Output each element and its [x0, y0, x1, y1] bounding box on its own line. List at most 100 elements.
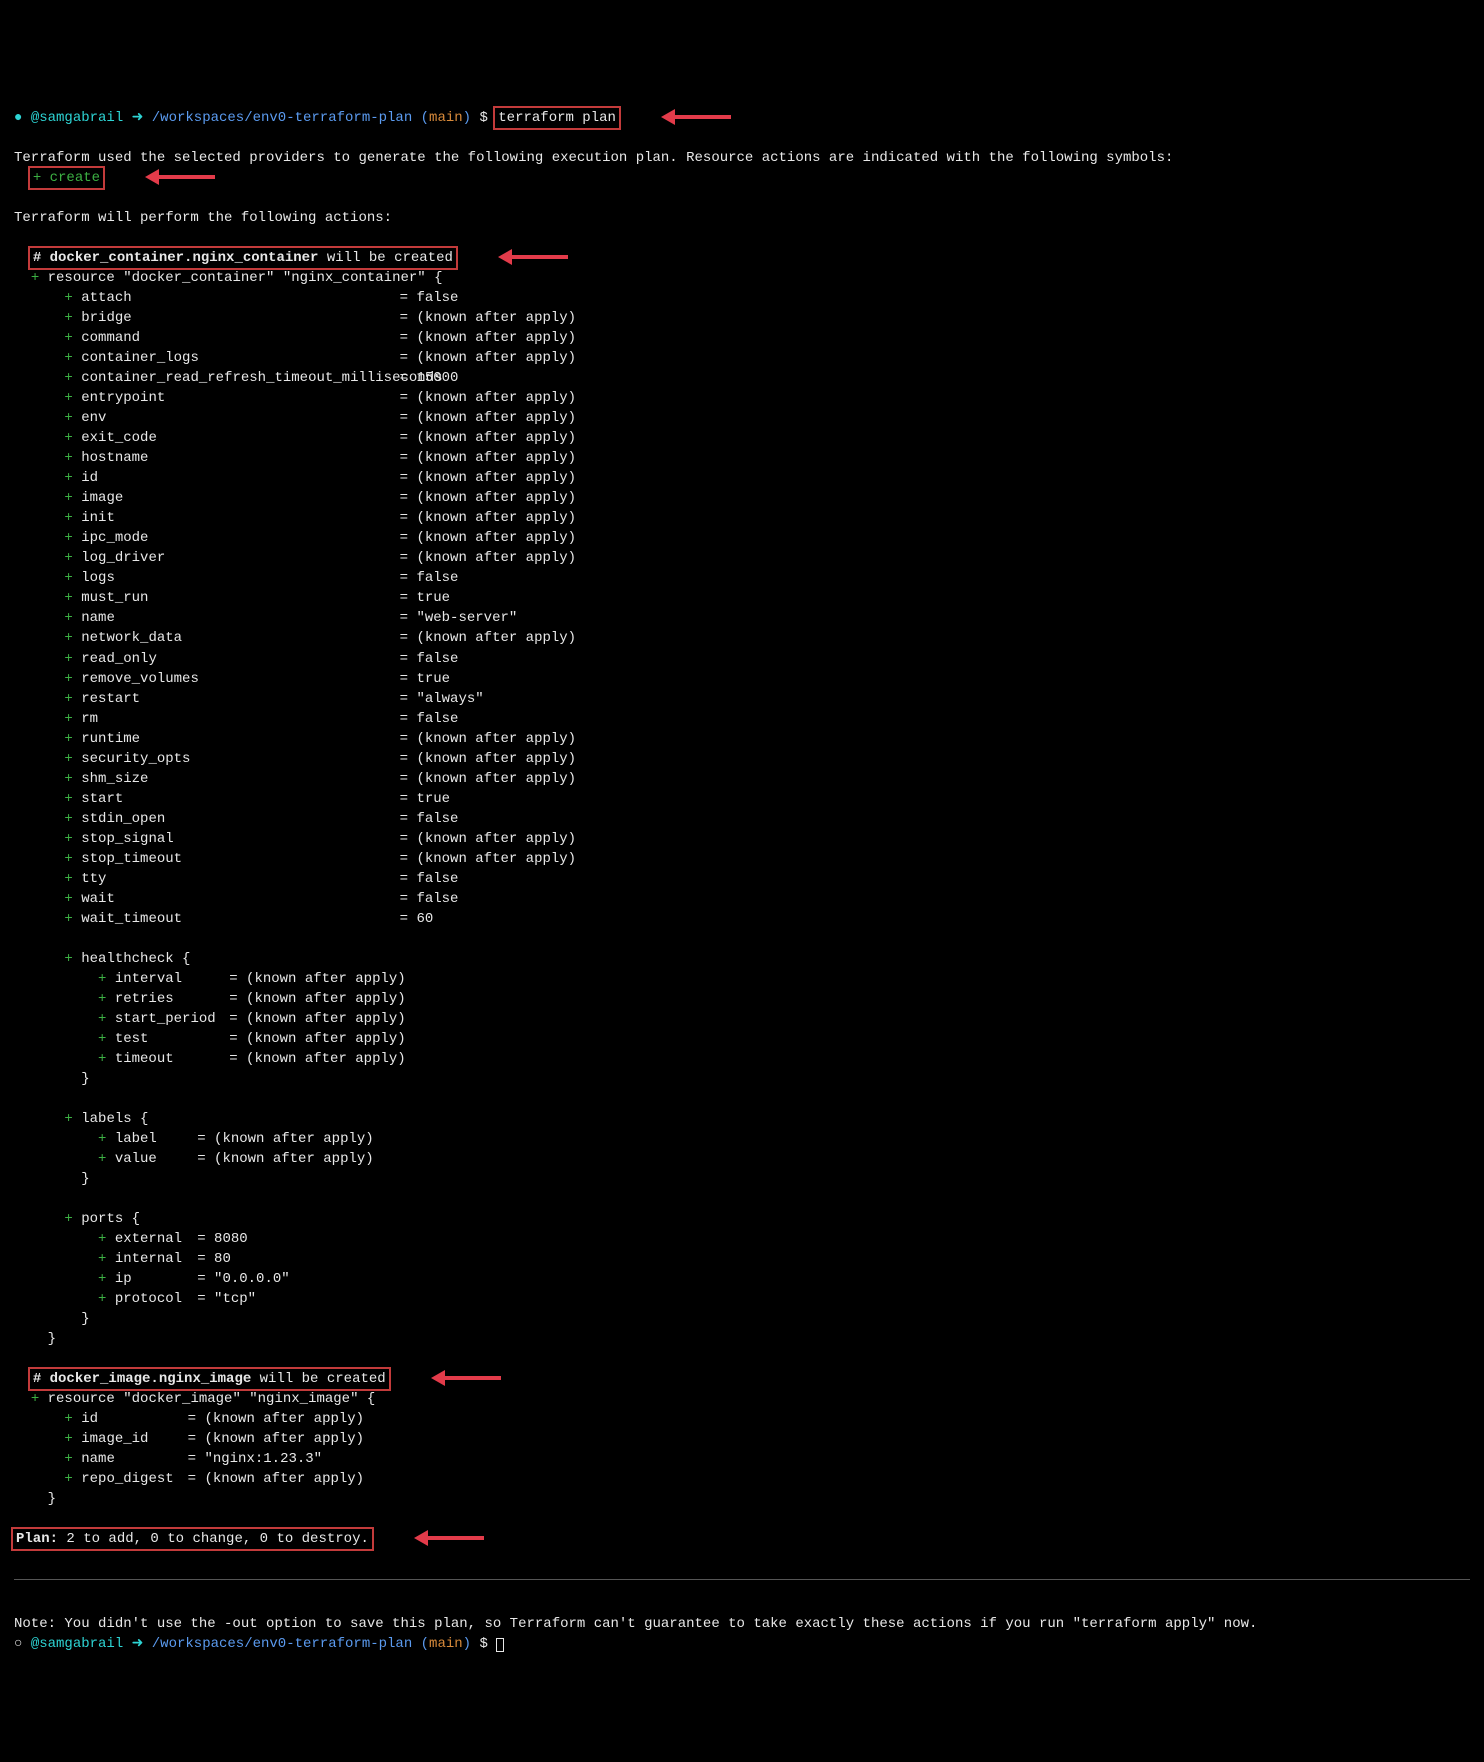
close-brace: }	[81, 1171, 89, 1187]
attr-row: + shm_size = (known after apply)	[14, 769, 1470, 789]
plus-icon: +	[64, 410, 72, 426]
plus-icon: +	[64, 510, 72, 526]
equals: =	[391, 831, 416, 847]
equals: =	[391, 691, 416, 707]
attr-row: + remove_volumes = true	[14, 669, 1470, 689]
attr-row: + timeout = (known after apply)	[14, 1049, 1470, 1069]
attr-key: stop_signal	[81, 829, 391, 849]
attr-key: container_read_refresh_timeout_milliseco…	[81, 368, 391, 388]
attr-value: 60	[416, 911, 433, 927]
healthcheck-open: healthcheck {	[81, 951, 190, 967]
attr-row: + must_run = true	[14, 588, 1470, 608]
resource1-decl: resource "docker_container" "nginx_conta…	[48, 270, 443, 286]
attr-key: command	[81, 328, 391, 348]
prompt-arrow: ➜	[132, 110, 144, 126]
plus-icon: +	[98, 1051, 106, 1067]
equals: =	[391, 731, 416, 747]
attr-value: (known after apply)	[416, 550, 576, 566]
attr-value: false	[416, 290, 458, 306]
attr-row: + stop_timeout = (known after apply)	[14, 849, 1470, 869]
plus-icon: +	[64, 811, 72, 827]
attr-key: shm_size	[81, 769, 391, 789]
attr-key: image	[81, 488, 391, 508]
attr-value: false	[416, 570, 458, 586]
equals: =	[391, 370, 416, 386]
attr-row: + restart = "always"	[14, 689, 1470, 709]
equals: =	[391, 871, 416, 887]
separator-line	[14, 1579, 1470, 1580]
intro-text-1: Terraform used the selected providers to…	[14, 150, 1173, 166]
prompt-line-2: ○ @samgabrail ➜ /workspaces/env0-terrafo…	[14, 1636, 504, 1652]
attr-value: (known after apply)	[204, 1411, 364, 1427]
attr-key: name	[81, 608, 391, 628]
plus-icon: +	[64, 610, 72, 626]
attr-row: + internal = 80	[14, 1249, 1470, 1269]
status-dot-2: ○	[14, 1636, 22, 1652]
attr-key: stdin_open	[81, 809, 391, 829]
attr-key: must_run	[81, 588, 391, 608]
attr-key: ipc_mode	[81, 528, 391, 548]
prompt-dollar: $	[479, 110, 487, 126]
attr-key: hostname	[81, 448, 391, 468]
attr-row: + name = "nginx:1.23.3"	[14, 1449, 1470, 1469]
attr-row: + entrypoint = (known after apply)	[14, 388, 1470, 408]
attr-value: "tcp"	[214, 1291, 256, 1307]
plan-label: Plan:	[16, 1531, 58, 1547]
attr-row: + env = (known after apply)	[14, 408, 1470, 428]
attr-key: test	[115, 1029, 221, 1049]
plus-icon: +	[98, 1231, 106, 1247]
attr-key: id	[81, 1409, 179, 1429]
attr-row: + bridge = (known after apply)	[14, 308, 1470, 328]
attr-row: + tty = false	[14, 869, 1470, 889]
command-text: terraform plan	[498, 110, 616, 126]
plus-icon: +	[64, 450, 72, 466]
attr-row: + security_opts = (known after apply)	[14, 749, 1470, 769]
intro-text-2: Terraform will perform the following act…	[14, 210, 392, 226]
attr-value: 15000	[416, 370, 458, 386]
attr-value: true	[416, 671, 450, 687]
plus-icon: +	[64, 350, 72, 366]
attr-value: (known after apply)	[416, 510, 576, 526]
equals: =	[189, 1291, 214, 1307]
equals: =	[391, 630, 416, 646]
note-text: Note: You didn't use the -out option to …	[14, 1616, 1257, 1632]
attr-key: remove_volumes	[81, 669, 391, 689]
equals: =	[391, 851, 416, 867]
attr-row: + id = (known after apply)	[14, 468, 1470, 488]
attr-value: false	[416, 711, 458, 727]
annotation-arrow	[498, 252, 568, 262]
equals: =	[179, 1431, 204, 1447]
plan-text: 2 to add, 0 to change, 0 to destroy.	[58, 1531, 369, 1547]
attr-row: + container_read_refresh_timeout_millise…	[14, 368, 1470, 388]
attr-key: tty	[81, 869, 391, 889]
attr-value: (known after apply)	[204, 1431, 364, 1447]
attr-row: + stdin_open = false	[14, 809, 1470, 829]
plus-icon: +	[64, 671, 72, 687]
plus-icon: +	[64, 1111, 72, 1127]
attr-value: (known after apply)	[416, 731, 576, 747]
cursor[interactable]	[496, 1638, 504, 1652]
plus-icon: +	[31, 270, 39, 286]
attr-row: + image_id = (known after apply)	[14, 1429, 1470, 1449]
resource1-header: # docker_container.nginx_container	[33, 250, 319, 266]
attr-row: + read_only = false	[14, 649, 1470, 669]
attr-key: timeout	[115, 1049, 221, 1069]
attr-row: + protocol = "tcp"	[14, 1289, 1470, 1309]
attr-value: true	[416, 590, 450, 606]
attr-value: (known after apply)	[246, 971, 406, 987]
attr-row: + stop_signal = (known after apply)	[14, 829, 1470, 849]
plus-icon: +	[64, 831, 72, 847]
resource2-decl: resource "docker_image" "nginx_image" {	[48, 1391, 376, 1407]
equals: =	[391, 711, 416, 727]
plus-icon: +	[64, 791, 72, 807]
plus-icon: +	[64, 751, 72, 767]
equals: =	[179, 1451, 204, 1467]
plus-icon: +	[64, 891, 72, 907]
plus-icon: +	[64, 731, 72, 747]
plus-icon: +	[98, 1291, 106, 1307]
attr-value: (known after apply)	[204, 1471, 364, 1487]
attr-key: logs	[81, 568, 391, 588]
attr-key: read_only	[81, 649, 391, 669]
prompt-branch: main	[429, 1636, 463, 1652]
attr-row: + log_driver = (known after apply)	[14, 548, 1470, 568]
